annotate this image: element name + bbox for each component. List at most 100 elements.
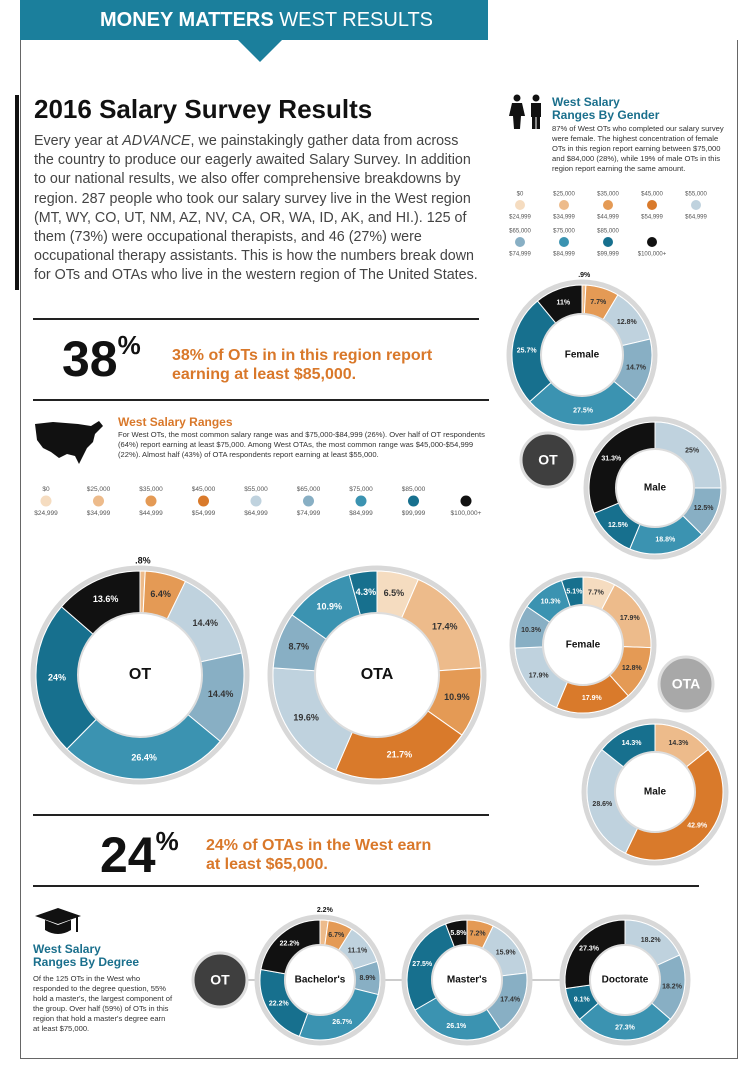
slice-label: 7.2%: [470, 931, 487, 938]
slice-label: 17.4%: [432, 621, 458, 631]
donut-hole: [540, 313, 624, 397]
slice-label: 14.3%: [669, 740, 690, 747]
donut-label: Doctorate: [602, 975, 649, 986]
slice-label: 21.7%: [387, 749, 413, 759]
legend-from: $25,000: [87, 486, 111, 493]
page-frame: [20, 40, 738, 1059]
legend-to: $24,999: [509, 215, 531, 221]
legend-to: $34,999: [87, 510, 111, 517]
badge: [657, 655, 715, 713]
heading-line: Ranges By Gender: [552, 108, 660, 122]
slice-label: 27.3%: [615, 1024, 636, 1031]
legend-swatch: [559, 200, 569, 210]
intro-text-2: , we painstakingly gather data from acro…: [34, 133, 478, 284]
slice-label: 8.9%: [359, 975, 376, 982]
legend-to: $64,999: [244, 510, 268, 517]
slice-label: 24%: [48, 673, 66, 683]
callout-number-value: 24: [100, 827, 156, 883]
legend-to: $99,999: [402, 510, 426, 517]
legend-from: $55,000: [685, 192, 707, 198]
slice-label: 27.3%: [579, 946, 600, 953]
header-title-bold: MONEY MATTERS: [100, 9, 274, 31]
callout-number: 38%: [62, 330, 141, 388]
donut-label: OTA: [361, 666, 394, 683]
badge-label: OT: [210, 972, 230, 988]
header-title-rest: WEST RESULTS: [279, 9, 434, 31]
heading-line: West Salary: [552, 95, 620, 109]
slice-label: 10.9%: [444, 692, 470, 702]
slice-label: 11%: [556, 300, 570, 307]
slice-label: 2.2%: [317, 907, 334, 914]
legend-from: $25,000: [553, 192, 575, 198]
legend-swatch: [303, 495, 314, 507]
slice-label: 42.9%: [687, 823, 708, 830]
badge: [519, 431, 577, 489]
us-map-icon: [35, 421, 103, 464]
legend-swatch: [559, 237, 569, 247]
slice-label: 17.9%: [582, 695, 603, 702]
legend-to: $54,999: [192, 510, 216, 517]
legend-from: $0: [517, 192, 524, 198]
legend-from: $75,000: [553, 229, 575, 235]
gender-icon: [509, 94, 541, 129]
slice-label: 4.3%: [356, 587, 377, 597]
legend-swatch: [603, 237, 613, 247]
legend-from: $45,000: [641, 192, 663, 198]
legend-from: $85,000: [402, 486, 426, 493]
section-text: 87% of West OTs who completed our salary…: [552, 124, 724, 173]
slice-label: 6.7%: [328, 932, 345, 939]
slice-label: 18.2%: [641, 937, 662, 944]
slice-label: 22.2%: [280, 940, 301, 947]
legend-to: $100,000+: [638, 252, 667, 258]
callout-number-value: 38: [62, 331, 118, 387]
slice-label: 14.4%: [192, 618, 218, 628]
slice-label: 26.7%: [332, 1019, 353, 1026]
slice-label: 22.2%: [269, 1001, 290, 1008]
legend-to: $84,999: [349, 510, 373, 517]
legend-to: $74,999: [509, 252, 531, 258]
donut-ring: [267, 565, 487, 785]
legend-to: $84,999: [553, 252, 575, 258]
slice-label: 7.7%: [588, 589, 605, 596]
legend-swatch: [647, 200, 657, 210]
grad-cap-icon: [35, 908, 81, 934]
callout-text: 38% of OTs in in this region report earn…: [172, 347, 433, 383]
slice-label: 8.7%: [289, 642, 310, 652]
donut-ring: [254, 914, 386, 1046]
callout-number-unit: %: [117, 330, 141, 360]
rule: [33, 814, 489, 816]
intro-title: 2016 Salary Survey Results: [34, 94, 373, 124]
heading-line: Ranges By Degree: [33, 955, 140, 969]
donut-label: Master's: [447, 975, 488, 986]
slice-label: 26.1%: [446, 1023, 467, 1030]
donut-ring: [30, 565, 250, 785]
donut-label: Bachelor's: [295, 975, 346, 986]
slice-label: 27.5%: [412, 961, 433, 968]
intro-text: Every year at ADVANCE, we painstakingly …: [34, 132, 480, 286]
legend-to: $99,999: [597, 252, 619, 258]
slice-label: 18.2%: [662, 984, 683, 991]
legend-swatch: [691, 200, 701, 210]
header-title: MONEY MATTERS WEST RESULTS: [100, 9, 433, 32]
slice-label: 5.8%: [450, 930, 467, 937]
slice-label: 12.5%: [608, 522, 629, 529]
legend-to: $74,999: [297, 510, 321, 517]
slice-label: 28.6%: [592, 801, 613, 808]
donut-hole: [431, 944, 503, 1016]
intro-text-1: Every year at: [34, 133, 123, 149]
slice-label: 18.8%: [655, 536, 676, 543]
donut-ring: [581, 718, 729, 866]
donut-label: Female: [566, 640, 601, 651]
rule: [33, 318, 479, 320]
legend-swatch: [515, 237, 525, 247]
slice-label: 14.4%: [208, 689, 234, 699]
slice-label: 12.8%: [617, 319, 638, 326]
slice-label: 6.4%: [150, 589, 171, 599]
donut-hole: [589, 944, 661, 1016]
slice-label: 19.6%: [293, 713, 319, 723]
slice-label: 5.1%: [566, 589, 583, 596]
legend-swatch: [647, 237, 657, 247]
legend-swatch: [515, 200, 525, 210]
callout-number-unit: %: [155, 826, 179, 856]
